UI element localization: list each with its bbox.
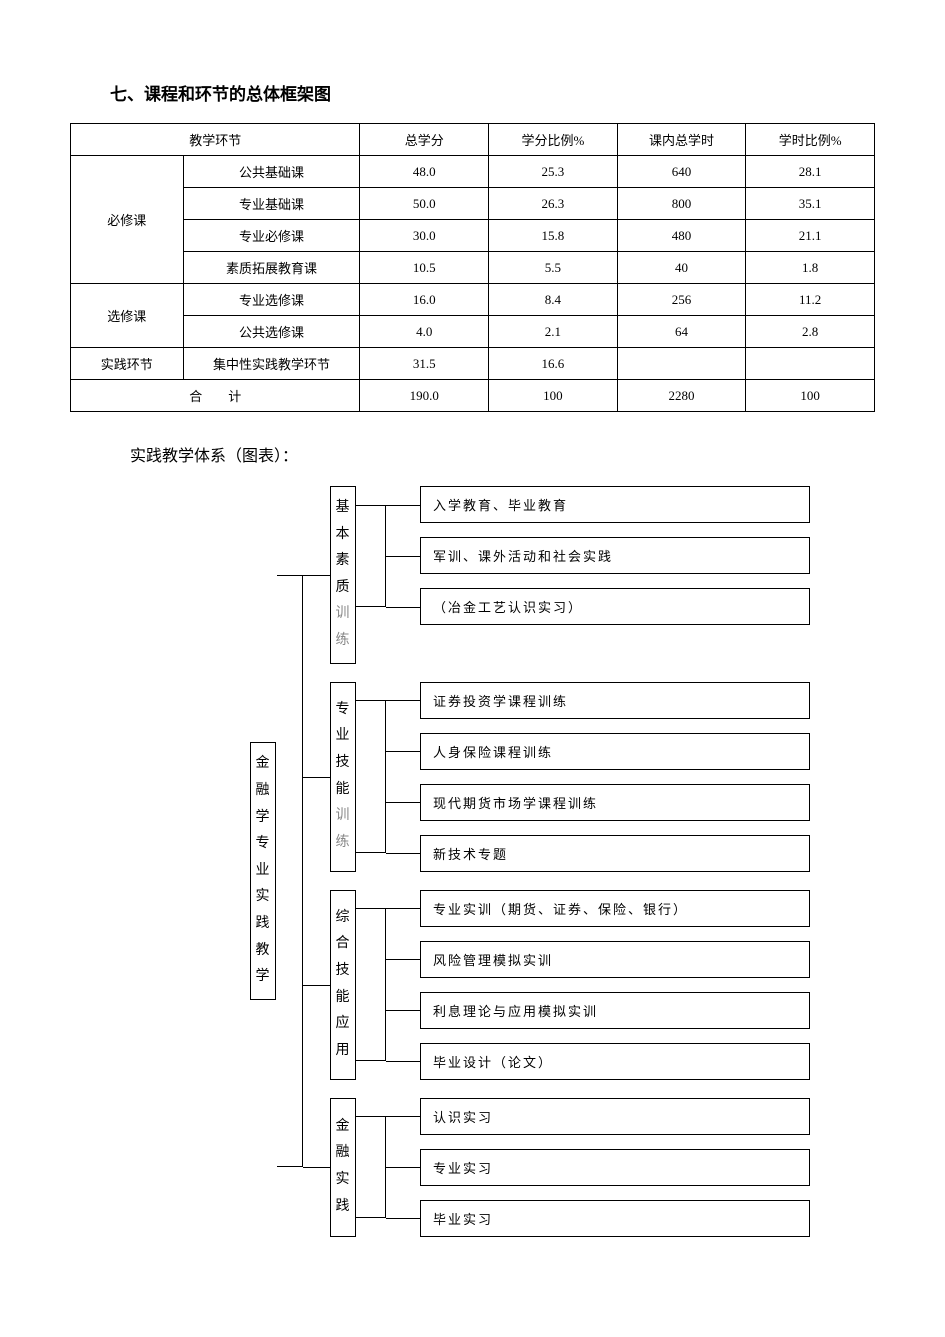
tree-leaf: 现代期货市场学课程训练	[420, 784, 810, 821]
tree-category-group: 基本素质训练 入学教育、毕业教育军训、课外活动和社会实践 （冶金工艺认识实习）	[330, 486, 810, 664]
table-cell: 25.3	[489, 156, 618, 188]
tree-leaf: 证券投资学课程训练	[420, 682, 810, 719]
tree-category-group: 综合技能应用 专业实训（期货、证券、保险、银行） 风险管理模拟实训利息理论与应用模拟…	[330, 890, 810, 1080]
group-label: 实践环节	[71, 348, 184, 380]
table-cell: 800	[617, 188, 746, 220]
table-cell: 11.2	[746, 284, 875, 316]
table-cell	[746, 348, 875, 380]
practice-tree-diagram: 基本素质训练 入学教育、毕业教育军训、课外活动和社会实践 （冶金工艺认识实习） 专业技…	[250, 486, 810, 1237]
table-cell: 30.0	[360, 220, 489, 252]
table-cell: 公共基础课	[183, 156, 360, 188]
table-cell: 5.5	[489, 252, 618, 284]
table-cell: 40	[617, 252, 746, 284]
table-row: 必修课公共基础课48.025.364028.1	[71, 156, 875, 188]
group-label: 选修课	[71, 284, 184, 348]
table-row: 公共选修课4.02.1642.8	[71, 316, 875, 348]
col-header: 教学环节	[71, 124, 360, 156]
table-row: 专业必修课30.015.848021.1	[71, 220, 875, 252]
table-cell	[617, 348, 746, 380]
table-cell: 48.0	[360, 156, 489, 188]
tree-leaf: 人身保险课程训练	[420, 733, 810, 770]
table-cell: 1.8	[746, 252, 875, 284]
table-cell: 16.6	[489, 348, 618, 380]
section-title: 七、课程和环节的总体框架图	[110, 80, 875, 105]
group-label: 必修课	[71, 156, 184, 284]
table-cell: 26.3	[489, 188, 618, 220]
table-cell: 100	[489, 380, 618, 412]
table-cell: 专业选修课	[183, 284, 360, 316]
table-cell: 15.8	[489, 220, 618, 252]
table-row: 专业基础课50.026.380035.1	[71, 188, 875, 220]
table-cell: 2280	[617, 380, 746, 412]
table-row: 选修课专业选修课16.08.425611.2	[71, 284, 875, 316]
table-cell: 素质拓展教育课	[183, 252, 360, 284]
sub-title: 实践教学体系（图表）：	[130, 442, 875, 466]
tree-leaf: 入学教育、毕业教育	[420, 486, 810, 523]
table-cell: 专业基础课	[183, 188, 360, 220]
root-stem	[303, 1167, 330, 1168]
table-total-row: 合 计190.01002280100	[71, 380, 875, 412]
table-cell: 公共选修课	[183, 316, 360, 348]
table-cell: 2.8	[746, 316, 875, 348]
tree-category-group: 专业技能训练 证券投资学课程训练人身保险课程训练现代期货市场学课程训练新技术专题	[330, 682, 810, 872]
table-cell: 专业必修课	[183, 220, 360, 252]
table-cell: 8.4	[489, 284, 618, 316]
col-header: 总学分	[360, 124, 489, 156]
col-header: 课内总学时	[617, 124, 746, 156]
table-cell: 480	[617, 220, 746, 252]
tree-category-box: 专业技能训练	[330, 682, 356, 872]
tree-leaf: 毕业设计（论文）	[420, 1043, 810, 1080]
table-cell: 2.1	[489, 316, 618, 348]
table-cell: 640	[617, 156, 746, 188]
table-row: 实践环节集中性实践教学环节31.516.6	[71, 348, 875, 380]
tree-category-box: 基本素质训练	[330, 486, 356, 664]
tree-leaf: 专业实训（期货、证券、保险、银行）	[420, 890, 810, 927]
table-cell: 28.1	[746, 156, 875, 188]
tree-leaf: 毕业实习	[420, 1200, 810, 1237]
root-bracket	[277, 575, 303, 1167]
tree-leaf: 军训、课外活动和社会实践	[420, 537, 810, 574]
tree-leaf: 专业实习	[420, 1149, 810, 1186]
table-cell: 64	[617, 316, 746, 348]
table-cell: 100	[746, 380, 875, 412]
table-cell: 190.0	[360, 380, 489, 412]
tree-leaf: 风险管理模拟实训	[420, 941, 810, 978]
table-cell: 10.5	[360, 252, 489, 284]
table-cell: 35.1	[746, 188, 875, 220]
table-header-row: 教学环节 总学分 学分比例% 课内总学时 学时比例%	[71, 124, 875, 156]
table-cell: 50.0	[360, 188, 489, 220]
tree-category-box: 综合技能应用	[330, 890, 356, 1080]
table-cell: 31.5	[360, 348, 489, 380]
table-cell: 4.0	[360, 316, 489, 348]
tree-leaf: 新技术专题	[420, 835, 810, 872]
table-cell: 21.1	[746, 220, 875, 252]
tree-category-box: 金融实践	[330, 1098, 356, 1237]
col-header: 学分比例%	[489, 124, 618, 156]
root-stem	[303, 575, 330, 576]
table-cell: 256	[617, 284, 746, 316]
table-cell: 16.0	[360, 284, 489, 316]
total-label: 合 计	[71, 380, 360, 412]
tree-leaf: （冶金工艺认识实习）	[420, 588, 810, 625]
root-stem	[303, 985, 330, 986]
tree-root-box: 金融学专业实践教学	[250, 742, 276, 999]
root-stem	[303, 777, 330, 778]
tree-leaf: 利息理论与应用模拟实训	[420, 992, 810, 1029]
tree-leaf: 认识实习	[420, 1098, 810, 1135]
curriculum-table: 教学环节 总学分 学分比例% 课内总学时 学时比例% 必修课公共基础课48.02…	[70, 123, 875, 412]
col-header: 学时比例%	[746, 124, 875, 156]
table-cell: 集中性实践教学环节	[183, 348, 360, 380]
table-row: 素质拓展教育课10.55.5401.8	[71, 252, 875, 284]
tree-category-group: 金融实践 认识实习专业实习毕业实习	[330, 1098, 810, 1237]
